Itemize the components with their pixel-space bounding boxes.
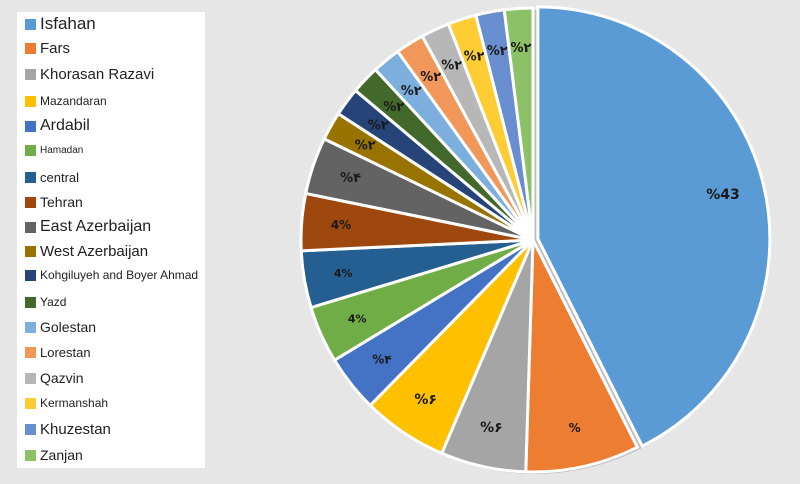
legend-label: central	[40, 170, 80, 185]
legend-item: Khorasan Razavi	[25, 66, 154, 83]
legend-item: Tehran	[25, 194, 83, 210]
legend-swatch	[25, 43, 36, 54]
legend-label: Isfahan	[40, 14, 96, 33]
legend-item: Kermanshah	[25, 396, 108, 410]
slice-data-label: %43	[706, 187, 740, 203]
legend-item: Golestan	[25, 319, 96, 335]
legend-label: Golestan	[40, 319, 97, 335]
legend-item: central	[25, 170, 79, 185]
legend-swatch	[25, 145, 36, 156]
slice-data-label: 4%	[334, 267, 353, 280]
legend-swatch	[25, 321, 36, 333]
legend-item: Mazandaran	[25, 94, 107, 108]
slice-data-label: %۲	[441, 58, 462, 73]
slice-data-label: %۲	[401, 84, 422, 99]
legend-swatch	[25, 424, 36, 435]
slice-data-label: %۲	[420, 70, 441, 85]
pie-slice	[502, 6, 535, 241]
legend-swatch	[25, 449, 36, 461]
legend-swatch	[25, 95, 36, 107]
pie-slice	[536, 5, 772, 449]
legend-label: Yazd	[40, 295, 67, 309]
legend-item: West Azerbaijan	[25, 243, 148, 260]
legend-item: East Azerbaijan	[25, 218, 151, 236]
slice-data-label: %۲	[355, 138, 376, 153]
legend-label: West Azerbaijan	[40, 243, 149, 260]
legend-label: Khorasan Razavi	[40, 66, 155, 83]
legend-label: Fars	[40, 40, 70, 57]
legend-swatch	[25, 397, 36, 409]
slice-data-label: %۲	[464, 50, 485, 65]
legend-swatch	[25, 120, 36, 132]
legend-swatch	[25, 196, 36, 208]
slice-data-label: %	[569, 421, 581, 435]
legend-item: Zanjan	[25, 447, 83, 463]
legend-swatch	[25, 269, 36, 281]
legend-swatch	[25, 347, 36, 358]
legend-label: Zanjan	[40, 447, 83, 463]
slice-data-label: 4%	[331, 218, 351, 232]
slice-data-label: %۲	[511, 41, 532, 56]
legend-label: Tehran	[40, 194, 83, 210]
chart-legend: Isfahan Fars Khorasan Razavi Mazandaran Arda…	[17, 12, 205, 468]
legend-item: Lorestan	[25, 345, 91, 360]
legend-label: Ardabil	[40, 117, 90, 134]
slice-data-label: %۶	[414, 392, 437, 408]
legend-swatch	[25, 69, 36, 80]
slice-data-label: %۲	[368, 118, 389, 133]
legend-swatch	[25, 246, 36, 257]
legend-label: Kermanshah	[40, 396, 109, 410]
legend-label: Qazvin	[40, 370, 84, 386]
slice-data-label: %۴	[372, 352, 391, 366]
legend-label: East Azerbaijan	[40, 218, 152, 235]
pie-slice	[524, 239, 640, 474]
legend-label: Kohgiluyeh and Boyer Ahmad	[40, 268, 199, 282]
slice-data-label: %۴	[340, 171, 361, 186]
legend-swatch	[25, 18, 36, 30]
slice-data-label: %۲	[383, 100, 404, 115]
legend-label: Mazandaran	[40, 94, 107, 108]
legend-swatch	[25, 296, 36, 308]
legend-swatch	[25, 172, 36, 183]
legend-item: Qazvin	[25, 370, 84, 386]
legend-item: Khuzestan	[25, 421, 111, 438]
legend-label: Khuzestan	[40, 421, 111, 438]
legend-item: Yazd	[25, 295, 66, 309]
legend-item: Fars	[25, 40, 70, 57]
slice-data-label: %۶	[480, 420, 503, 436]
legend-item: Isfahan	[25, 14, 96, 34]
slice-data-label: %۲	[487, 44, 508, 59]
legend-item: Hamadan	[25, 145, 83, 156]
legend-label: Lorestan	[40, 345, 91, 360]
legend-item: Ardabil	[25, 117, 90, 135]
legend-swatch	[25, 372, 36, 384]
legend-swatch	[25, 221, 36, 233]
legend-label: Hamadan	[40, 145, 84, 156]
slice-data-label: 4%	[348, 313, 367, 326]
legend-item: Kohgiluyeh and Boyer Ahmad	[25, 268, 198, 282]
